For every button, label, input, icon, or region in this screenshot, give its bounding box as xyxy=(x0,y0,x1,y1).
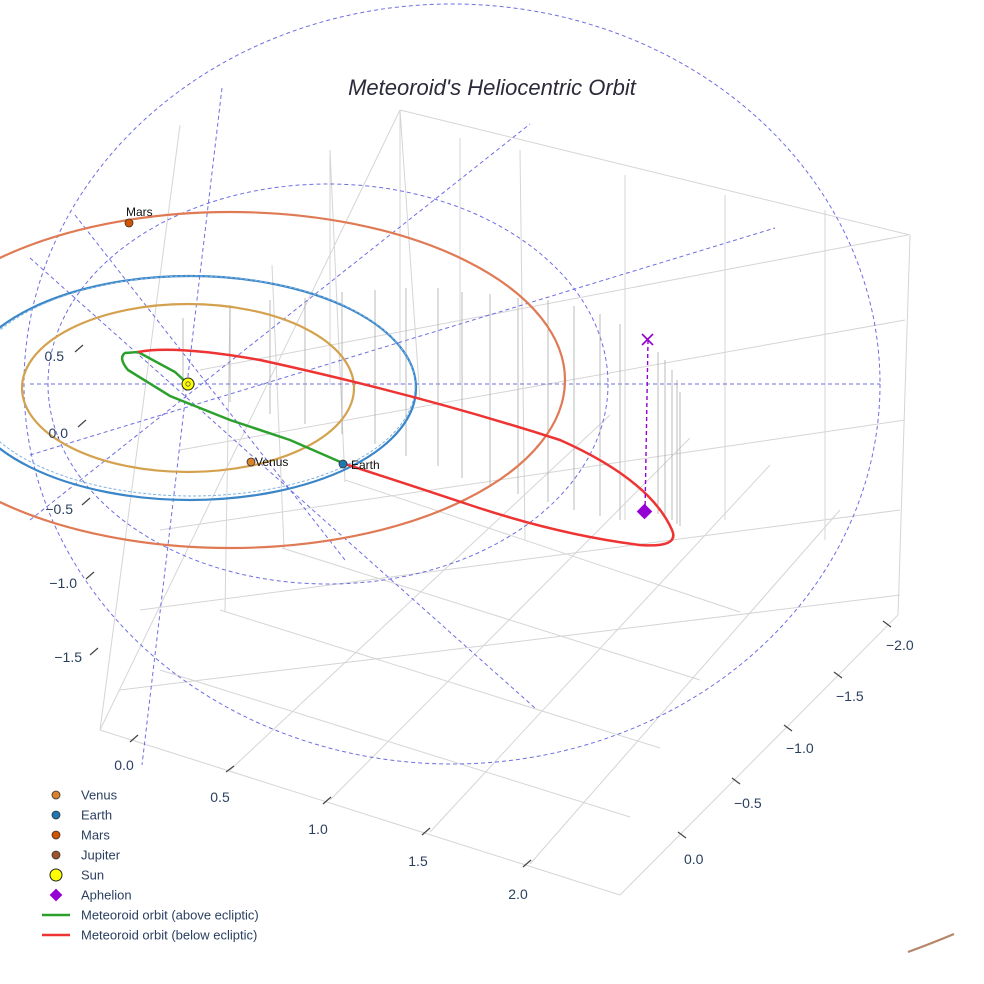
legend-label[interactable]: Earth xyxy=(81,808,112,823)
venus-orbit xyxy=(20,302,356,474)
x-tick-label: 1.5 xyxy=(408,853,428,869)
legend-label[interactable]: Jupiter xyxy=(81,848,121,863)
z-tick-label: −0.5 xyxy=(45,501,73,517)
legend-symbol-earth xyxy=(51,810,61,820)
x-tick-mark xyxy=(129,734,139,743)
y-tick-mark xyxy=(882,620,892,628)
x-tick-label: 0.5 xyxy=(210,789,230,805)
mars-marker xyxy=(124,218,134,228)
x-axis: 2.0 1.5 1.0 0.5 0.0 xyxy=(114,734,532,902)
earth-label: Earth xyxy=(351,458,380,472)
venus-marker xyxy=(246,457,256,467)
legend-label[interactable]: Sun xyxy=(81,868,104,883)
aphelion-x-marker xyxy=(641,333,654,346)
z-axis: 0.5 0.0 −0.5 −1.0 −1.5 xyxy=(45,344,99,665)
y-tick-label: −0.5 xyxy=(734,795,762,811)
legend-label[interactable]: Aphelion xyxy=(81,888,132,903)
z-tick-mark xyxy=(81,497,91,506)
z-tick-label: 0.0 xyxy=(49,425,69,441)
mars-orbit xyxy=(0,210,566,550)
axis-gridlines xyxy=(99,109,911,896)
legend-symbol-jupiter xyxy=(51,850,61,860)
mars-label: Mars xyxy=(126,205,153,219)
jupiter-orbit xyxy=(907,932,955,954)
meteoroid-orbit-above xyxy=(120,350,346,466)
y-tick-mark xyxy=(731,777,741,785)
legend-label[interactable]: Mars xyxy=(81,828,110,843)
legend-symbol-mars xyxy=(51,830,61,840)
y-axis: −2.0 −1.5 −1.0 −0.5 0.0 xyxy=(677,620,914,867)
x-tick-mark xyxy=(421,827,431,836)
y-tick-label: −2.0 xyxy=(886,637,914,653)
x-tick-label: 2.0 xyxy=(508,886,528,902)
z-tick-mark xyxy=(74,344,84,353)
legend: Venus Earth Mars Jupiter Sun Aphelion Meteoroi… xyxy=(42,788,259,943)
x-tick-label: 1.0 xyxy=(308,821,328,837)
meteoroid-orbit-below xyxy=(137,348,675,547)
z-tick-label: 0.5 xyxy=(45,348,65,364)
venus-label: Venus xyxy=(255,455,288,469)
ecliptic-reference-grid xyxy=(23,3,881,766)
legend-symbol-sun xyxy=(49,868,63,882)
sun-marker xyxy=(181,377,195,391)
legend-label[interactable]: Meteoroid orbit (above ecliptic) xyxy=(81,908,259,923)
y-tick-mark xyxy=(677,831,687,839)
y-tick-mark xyxy=(783,724,793,732)
z-tick-label: −1.5 xyxy=(54,649,82,665)
z-tick-label: −1.0 xyxy=(49,575,77,591)
x-tick-mark xyxy=(322,796,332,805)
y-tick-label: −1.0 xyxy=(786,740,814,756)
aphelion-marker xyxy=(636,503,653,520)
x-tick-mark xyxy=(225,765,235,773)
aphelion-drop-line xyxy=(644,339,649,513)
y-tick-label: −1.5 xyxy=(836,688,864,704)
z-tick-mark xyxy=(77,419,87,428)
chart-title: Meteoroid's Heliocentric Orbit xyxy=(348,75,637,100)
z-tick-mark xyxy=(85,571,95,580)
x-tick-label: 0.0 xyxy=(114,757,134,773)
earth-orbit xyxy=(0,274,418,502)
earth-marker xyxy=(338,459,348,469)
y-tick-mark xyxy=(833,671,843,679)
projection-drop-lines xyxy=(182,288,681,526)
legend-label[interactable]: Meteoroid orbit (below ecliptic) xyxy=(81,928,257,943)
y-tick-label: 0.0 xyxy=(684,851,704,867)
x-tick-mark xyxy=(522,859,532,868)
z-tick-mark xyxy=(89,647,99,656)
sun-core xyxy=(185,381,191,387)
earth-orbit-echo xyxy=(0,275,416,497)
legend-symbol-venus xyxy=(51,790,61,800)
legend-symbol-aphelion xyxy=(49,888,63,902)
legend-label[interactable]: Venus xyxy=(81,788,118,803)
